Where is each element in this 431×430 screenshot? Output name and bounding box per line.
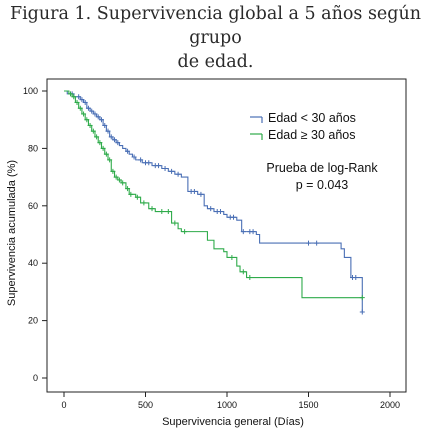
y-tick-label: 100: [23, 86, 38, 96]
censor-mark-30-plus: [165, 209, 171, 215]
y-tick-label: 80: [28, 143, 38, 153]
censor-mark-30-plus: [94, 134, 100, 140]
censor-mark-30-plus: [116, 177, 122, 183]
censor-mark-under-30: [359, 309, 365, 315]
censor-mark-under-30: [82, 99, 88, 105]
censor-mark-under-30: [98, 117, 104, 123]
legend-label-under-30: Edad < 30 años: [268, 111, 356, 125]
x-tick-label: 500: [138, 400, 153, 410]
legend: Edad < 30 años Edad ≥ 30 años: [250, 111, 356, 142]
censor-mark-under-30: [314, 240, 320, 246]
censor-mark-30-plus: [71, 94, 77, 100]
censor-mark-30-plus: [68, 91, 74, 97]
figure-title: Figura 1. Supervivencia global a 5 años …: [0, 2, 431, 74]
censor-mark-under-30: [131, 154, 137, 160]
censor-mark-30-plus: [110, 168, 116, 174]
censor-mark-under-30: [217, 209, 223, 215]
censor-mark-30-plus: [120, 180, 126, 186]
x-axis: 0 500 1000 1500 2000: [61, 392, 400, 410]
censor-mark-under-30: [191, 188, 197, 194]
censor-mark-30-plus: [128, 191, 134, 197]
censor-mark-under-30: [79, 97, 85, 103]
censor-mark-under-30: [89, 108, 95, 114]
censor-mark-under-30: [105, 128, 111, 134]
censor-mark-under-30: [85, 105, 91, 111]
censor-mark-under-30: [198, 191, 204, 197]
plot-frame: [46, 78, 407, 393]
y-axis-title: Supervivencia acumulada (%): [6, 160, 18, 306]
censor-mark-30-plus: [247, 275, 253, 281]
x-tick-label: 2000: [380, 400, 400, 410]
censor-mark-30-plus: [159, 209, 165, 215]
censor-mark-under-30: [208, 206, 214, 212]
censor-mark-30-plus: [182, 229, 188, 235]
annotation-p-value: p = 0.043: [296, 178, 349, 192]
censor-mark-under-30: [169, 168, 175, 174]
censor-mark-under-30: [175, 171, 181, 177]
censor-mark-30-plus: [107, 157, 113, 163]
censor-mark-30-plus: [74, 99, 80, 105]
censor-mark-under-30: [353, 275, 359, 281]
x-axis-title: Supervivencia general (Días): [162, 416, 304, 428]
survival-curve-30-plus: [64, 90, 363, 299]
censor-mark-30-plus: [149, 206, 155, 212]
censor-mark-30-plus: [84, 117, 90, 123]
y-tick-label: 40: [28, 258, 38, 268]
y-axis: 0 20 40 60 80 100: [23, 86, 47, 383]
censor-mark-30-plus: [100, 145, 106, 151]
censor-mark-under-30: [146, 160, 152, 166]
censor-mark-30-plus: [77, 105, 83, 111]
censor-mark-under-30: [138, 157, 144, 163]
censor-mark-30-plus: [134, 194, 140, 200]
censor-mark-under-30: [306, 240, 311, 246]
censor-mark-under-30: [108, 134, 114, 140]
censor-mark-30-plus: [141, 200, 147, 206]
censor-mark-under-30: [156, 163, 162, 169]
censor-mark-30-plus: [81, 111, 87, 117]
y-tick-label: 0: [33, 373, 38, 383]
censor-mark-under-30: [231, 214, 237, 220]
censor-mark-under-30: [125, 148, 131, 154]
x-tick-label: 0: [61, 400, 66, 410]
censor-mark-30-plus: [229, 254, 235, 260]
censor-mark-under-30: [102, 122, 108, 128]
censor-mark-30-plus: [90, 128, 96, 134]
censor-mark-30-plus: [172, 220, 178, 226]
y-tick-label: 60: [28, 201, 38, 211]
x-tick-label: 1500: [298, 400, 318, 410]
censor-mark-under-30: [92, 111, 98, 117]
censor-mark-30-plus: [97, 140, 103, 146]
censor-mark-under-30: [76, 94, 82, 100]
censor-mark-30-plus: [240, 269, 246, 275]
censor-mark-under-30: [240, 229, 246, 235]
censor-mark-under-30: [250, 229, 256, 235]
censor-mark-30-plus: [359, 295, 365, 301]
x-tick-label: 1000: [217, 400, 237, 410]
censor-mark-30-plus: [87, 122, 93, 128]
figure-title-line-2: de edad.: [177, 52, 254, 72]
annotation-logrank-title: Prueba de log-Rank: [266, 161, 378, 175]
figure-title-line-1: Figura 1. Supervivencia global a 5 años …: [9, 4, 422, 48]
censor-mark-under-30: [95, 114, 101, 120]
censor-mark-under-30: [115, 140, 121, 146]
legend-label-30-plus: Edad ≥ 30 años: [268, 128, 355, 142]
censor-mark-30-plus: [125, 186, 131, 192]
censor-mark-30-plus: [103, 151, 109, 157]
censor-mark-under-30: [162, 165, 168, 171]
series-layer: [64, 90, 365, 315]
censor-mark-under-30: [112, 137, 118, 143]
y-tick-label: 20: [28, 316, 38, 326]
censor-mark-30-plus: [113, 174, 119, 180]
